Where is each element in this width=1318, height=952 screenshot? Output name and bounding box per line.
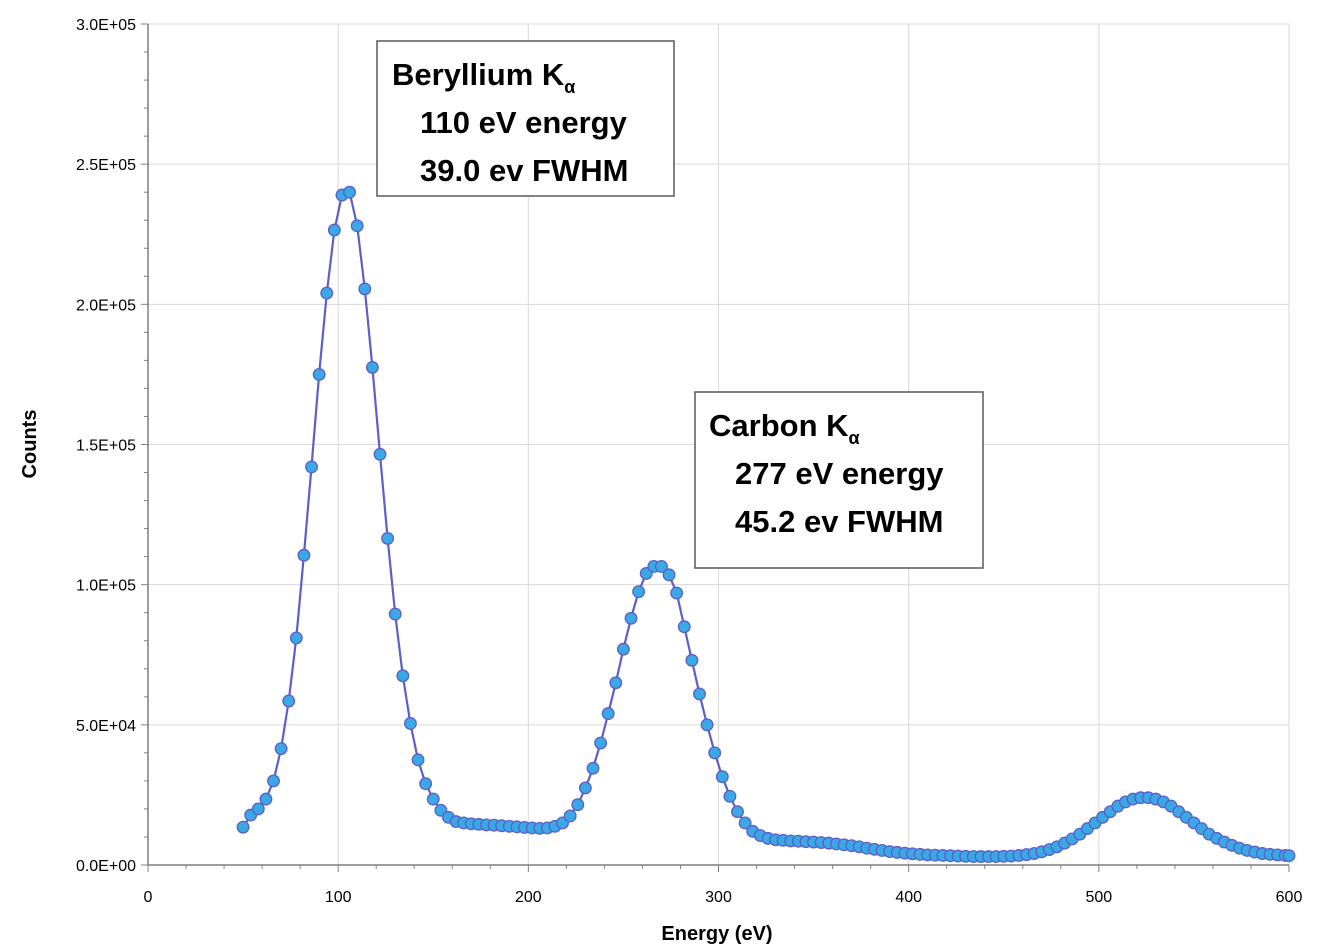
data-point xyxy=(403,716,417,730)
y-tick-label: 2.0E+05 xyxy=(76,297,136,314)
data-point xyxy=(586,761,600,775)
x-tick-label: 500 xyxy=(1085,889,1112,906)
data-point xyxy=(700,718,714,732)
data-point xyxy=(297,548,311,562)
data-point xyxy=(426,792,440,806)
data-point xyxy=(655,559,668,573)
y-tick-label: 3.0E+05 xyxy=(76,17,136,34)
x-tick-label: 400 xyxy=(895,889,922,906)
data-point xyxy=(723,789,737,803)
annotation-box: Carbon Kα 277 eV energy 45.2 ev FWHM xyxy=(694,391,984,569)
data-point xyxy=(616,642,630,656)
x-tick-label: 0 xyxy=(144,889,153,906)
data-point xyxy=(343,185,357,199)
data-point xyxy=(259,792,273,806)
data-point xyxy=(373,447,387,461)
annotation-text: 110 eV energy xyxy=(420,105,628,140)
data-point xyxy=(609,676,623,690)
annotation-text: 277 eV energy xyxy=(735,456,944,491)
axes-layer: 0.0E+00 5.0E+04 1.0E+05 1.5E+05 2.0E+05 2.5E+… xyxy=(76,17,1303,906)
data-point xyxy=(563,809,577,823)
data-point xyxy=(350,219,364,233)
data-point xyxy=(715,770,729,784)
data-point xyxy=(388,607,402,621)
x-axis-title: Energy (eV) xyxy=(661,923,772,945)
data-point xyxy=(738,816,752,830)
annotation-line: 45.2 ev FWHM xyxy=(735,504,943,539)
data-point xyxy=(320,286,334,300)
data-point xyxy=(305,460,318,474)
data-point xyxy=(708,746,722,760)
data-point xyxy=(677,620,691,634)
annotation-line: Beryllium Kα xyxy=(392,57,575,97)
y-tick-label: 1.0E+05 xyxy=(76,578,136,595)
y-tick-label: 1.5E+05 xyxy=(76,438,136,455)
data-point xyxy=(693,687,706,701)
data-point xyxy=(662,568,676,582)
series-layer xyxy=(236,185,1296,864)
x-tick-label: 100 xyxy=(325,889,352,906)
data-point xyxy=(358,282,372,296)
data-point xyxy=(685,653,699,667)
annotation-subscript: α xyxy=(849,428,860,448)
data-point xyxy=(381,531,395,545)
data-point xyxy=(731,805,744,819)
data-point xyxy=(282,694,296,708)
data-point xyxy=(289,631,303,645)
annotation-frame xyxy=(694,391,984,569)
data-point xyxy=(632,585,646,599)
annotation-text: Carbon K xyxy=(709,408,849,443)
data-point xyxy=(578,781,592,795)
data-point xyxy=(601,707,615,721)
data-point xyxy=(624,611,638,625)
x-tick-label: 200 xyxy=(515,889,542,906)
data-point xyxy=(274,742,288,756)
data-point xyxy=(670,586,684,600)
y-tick-label: 2.5E+05 xyxy=(76,157,136,174)
data-point xyxy=(594,736,608,750)
x-tick-label: 300 xyxy=(705,889,732,906)
data-point xyxy=(396,669,410,683)
annotation-line: 277 eV energy xyxy=(735,456,944,491)
data-point xyxy=(411,753,425,767)
data-point xyxy=(267,774,280,788)
data-point xyxy=(419,777,433,791)
data-point xyxy=(365,360,379,374)
annotation-line: 39.0 ev FWHM xyxy=(420,153,628,188)
annotation-frame xyxy=(376,40,675,197)
data-point xyxy=(251,802,265,816)
annotation-text: Beryllium K xyxy=(392,57,565,92)
y-axis-title: Counts xyxy=(19,410,41,479)
y-tick-label: 5.0E+04 xyxy=(76,718,136,735)
annotation-line: 110 eV energy xyxy=(420,105,628,140)
annotation-line: Carbon Kα xyxy=(709,408,860,448)
data-point xyxy=(312,367,326,381)
annotation-text: 39.0 ev FWHM xyxy=(420,153,628,188)
annotation-subscript: α xyxy=(564,77,575,97)
annotation-text: 45.2 ev FWHM xyxy=(735,504,943,539)
y-tick-label: 0.0E+00 xyxy=(76,858,136,875)
annotation-box: Beryllium Kα 110 eV energy 39.0 ev FWHM xyxy=(376,40,675,197)
data-point xyxy=(1282,849,1296,863)
data-point xyxy=(236,820,250,834)
data-point xyxy=(571,798,585,812)
x-tick-label: 600 xyxy=(1276,889,1303,906)
data-point xyxy=(327,223,341,237)
